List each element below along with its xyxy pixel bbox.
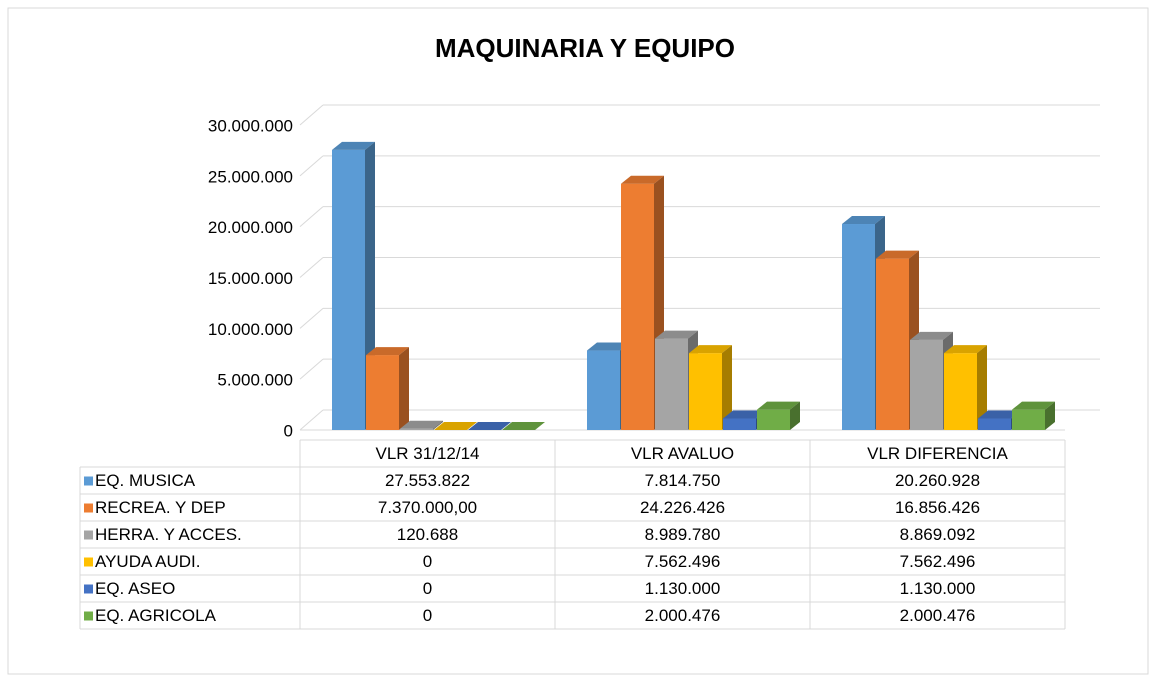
bar-side (722, 345, 732, 430)
data-label: 8.989.780 (645, 525, 721, 544)
bar-side (977, 345, 987, 430)
legend-label: EQ. ASEO (95, 579, 175, 598)
legend-swatch (84, 557, 93, 567)
bar-top (366, 347, 409, 356)
legend-swatch (84, 503, 93, 513)
bar-top (1012, 401, 1055, 410)
legend-swatch (84, 611, 93, 621)
data-label: 16.856.426 (895, 498, 980, 517)
bar (655, 338, 688, 430)
legend-label: EQ. AGRICOLA (95, 606, 217, 625)
bar-side (433, 420, 443, 430)
legend-label: EQ. MUSICA (95, 471, 196, 490)
legend-swatch (84, 584, 93, 594)
y-tick-label: 25.000.000 (208, 167, 293, 186)
data-label: 7.814.750 (645, 471, 721, 490)
bar-top (689, 345, 732, 354)
x-tick-label: VLR AVALUO (631, 444, 734, 463)
y-tick-label: 10.000.000 (208, 320, 293, 339)
y-tick-label: 30.000.000 (208, 116, 293, 135)
data-label: 0 (423, 606, 432, 625)
data-label: 1.130.000 (645, 579, 721, 598)
data-label: 8.869.092 (900, 525, 976, 544)
grid-line (299, 155, 324, 177)
bar-top (587, 342, 630, 351)
data-label: 0 (423, 579, 432, 598)
data-label: 1.130.000 (900, 579, 976, 598)
bar-top (434, 422, 477, 430)
bar (1012, 409, 1045, 430)
data-label: 7.370.000,00 (378, 498, 477, 517)
bar (910, 339, 943, 430)
grid-line (299, 104, 324, 126)
bar-top (944, 345, 987, 354)
bar (366, 355, 399, 430)
bar (689, 353, 722, 430)
bar-top (400, 420, 443, 429)
bar (587, 350, 620, 430)
legend-swatch (84, 530, 93, 540)
legend-label: HERRA. Y ACCES. (95, 525, 242, 544)
data-label: 24.226.426 (640, 498, 725, 517)
bar-top (757, 401, 800, 410)
chart-frame (7, 7, 1149, 675)
legend-label: AYUDA AUDI. (95, 552, 201, 571)
bar-top (723, 410, 766, 419)
bar (723, 418, 756, 430)
data-label: 2.000.476 (900, 606, 976, 625)
data-label: 0 (423, 552, 432, 571)
grid-line (299, 206, 324, 228)
bar-top (910, 331, 953, 340)
y-tick-label: 15.000.000 (208, 269, 293, 288)
y-tick-label: 20.000.000 (208, 218, 293, 237)
grid-line (299, 257, 324, 278)
bar (400, 428, 433, 430)
bar (978, 418, 1011, 430)
bar-side (399, 347, 409, 430)
bar-top (655, 330, 698, 339)
bar-top (978, 410, 1021, 419)
bar-side (790, 401, 800, 430)
data-label: 7.562.496 (645, 552, 721, 571)
bar (944, 353, 977, 430)
data-label: 7.562.496 (900, 552, 976, 571)
bar (876, 258, 909, 430)
bar-top (876, 250, 919, 259)
data-label: 27.553.822 (385, 471, 470, 490)
bar (757, 409, 790, 430)
y-tick-label: 0 (284, 421, 293, 440)
bar (842, 224, 875, 430)
x-tick-label: VLR 31/12/14 (376, 444, 480, 463)
grid-line (299, 307, 324, 329)
bar-top (468, 422, 511, 430)
y-tick-label: 5.000.000 (217, 371, 293, 390)
bar-top (502, 422, 545, 430)
chart-title: MAQUINARIA Y EQUIPO (435, 33, 735, 63)
bar-top (621, 175, 664, 184)
grid-line (299, 409, 324, 431)
data-label: 20.260.928 (895, 471, 980, 490)
bar (621, 183, 654, 430)
legend-swatch (84, 476, 93, 486)
data-label: 120.688 (397, 525, 458, 544)
bar-top (842, 216, 885, 225)
x-tick-label: VLR DIFERENCIA (867, 444, 1008, 463)
grid-line (299, 358, 324, 380)
data-label: 2.000.476 (645, 606, 721, 625)
bar-side (1045, 401, 1055, 430)
bar (332, 149, 365, 430)
legend-label: RECREA. Y DEP (95, 498, 226, 517)
bar-top (332, 141, 375, 150)
